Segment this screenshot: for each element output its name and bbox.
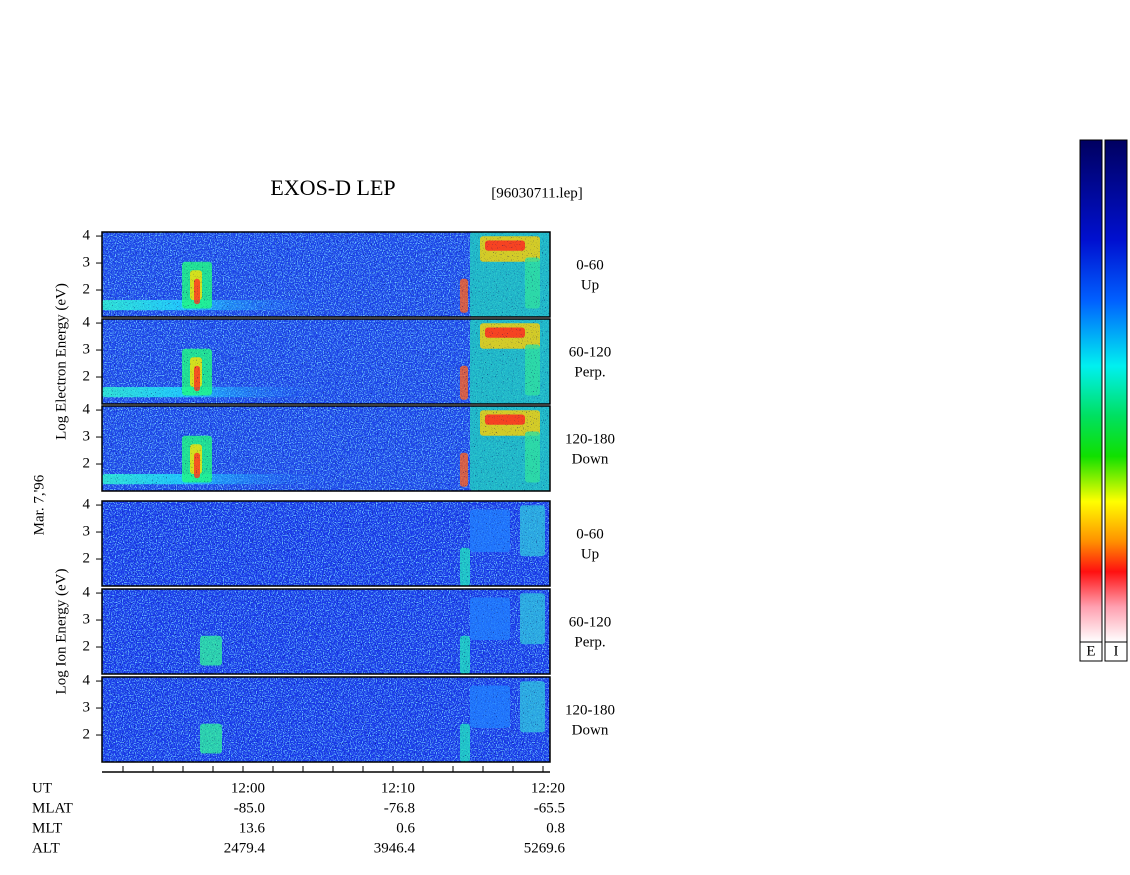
energy-range: 60-120 <box>569 344 612 360</box>
file-name: [96030711.lep] <box>491 185 583 201</box>
y-tick-label: 4 <box>83 672 91 688</box>
color-bar <box>1079 139 1103 643</box>
chart-title: EXOS-D LEP <box>270 175 395 200</box>
ephemeris-value: -65.5 <box>534 800 565 816</box>
date-label: Mar. 7,'96 <box>31 474 47 535</box>
y-tick-label: 2 <box>83 281 91 297</box>
ephemeris-label: UT <box>32 780 52 796</box>
dark-dots <box>102 319 550 404</box>
ephemeris-label: ALT <box>32 840 60 856</box>
ephemeris-value: 3946.4 <box>374 840 416 856</box>
pitch-direction: Down <box>572 451 609 467</box>
pitch-direction: Up <box>581 546 599 562</box>
dark-dots <box>102 589 550 674</box>
color-bar-label: I <box>1114 643 1119 659</box>
y-tick-label: 4 <box>83 401 91 417</box>
energy-range: 120-180 <box>565 702 615 718</box>
dark-dots <box>102 677 550 762</box>
y-tick-label: 4 <box>83 227 91 243</box>
color-bar-label-box <box>1079 641 1103 662</box>
dark-dots <box>102 406 550 491</box>
group-label: Log Ion Energy (eV) <box>53 569 69 695</box>
y-tick-label: 2 <box>83 638 91 654</box>
energy-range: 0-60 <box>576 526 604 542</box>
y-tick-label: 4 <box>83 314 91 330</box>
pitch-direction: Perp. <box>574 634 605 650</box>
panel-frame <box>101 231 551 318</box>
group-label: Log Electron Energy (eV) <box>53 283 69 440</box>
ephemeris-value: 2479.4 <box>224 840 266 856</box>
panel-frame <box>101 405 551 492</box>
panel-frame <box>101 676 551 763</box>
pitch-direction: Down <box>572 722 609 738</box>
pitch-direction: Perp. <box>574 364 605 380</box>
ephemeris-value: 0.8 <box>546 820 565 836</box>
ephemeris-value: 13.6 <box>239 820 266 836</box>
ephemeris-value: 12:00 <box>231 780 265 796</box>
energy-range: 0-60 <box>576 257 604 273</box>
y-tick-label: 3 <box>83 699 91 715</box>
ephemeris-label: MLAT <box>32 800 73 816</box>
dark-dots <box>102 501 550 586</box>
y-tick-label: 3 <box>83 611 91 627</box>
ephemeris-value: 5269.6 <box>524 840 566 856</box>
ephemeris-value: 0.6 <box>396 820 415 836</box>
ephemeris-value: 12:10 <box>381 780 415 796</box>
ephemeris-value: 12:20 <box>531 780 565 796</box>
panel-frame <box>101 588 551 675</box>
y-tick-label: 4 <box>83 496 91 512</box>
color-bar <box>1104 139 1128 643</box>
dark-dots <box>102 232 550 317</box>
y-tick-label: 3 <box>83 523 91 539</box>
color-bar-label-box <box>1104 641 1128 662</box>
energy-range: 60-120 <box>569 614 612 630</box>
panel-frame <box>101 500 551 587</box>
y-tick-label: 3 <box>83 254 91 270</box>
y-tick-label: 4 <box>83 584 91 600</box>
y-tick-label: 2 <box>83 455 91 471</box>
y-tick-label: 2 <box>83 550 91 566</box>
color-bar-label: E <box>1086 643 1095 659</box>
y-tick-label: 2 <box>83 368 91 384</box>
ephemeris-value: -76.8 <box>384 800 415 816</box>
pitch-direction: Up <box>581 277 599 293</box>
y-tick-label: 2 <box>83 726 91 742</box>
energy-range: 120-180 <box>565 431 615 447</box>
y-tick-label: 3 <box>83 341 91 357</box>
ephemeris-value: -85.0 <box>234 800 265 816</box>
ephemeris-label: MLT <box>32 820 62 836</box>
panel-frame <box>101 318 551 405</box>
y-tick-label: 3 <box>83 428 91 444</box>
